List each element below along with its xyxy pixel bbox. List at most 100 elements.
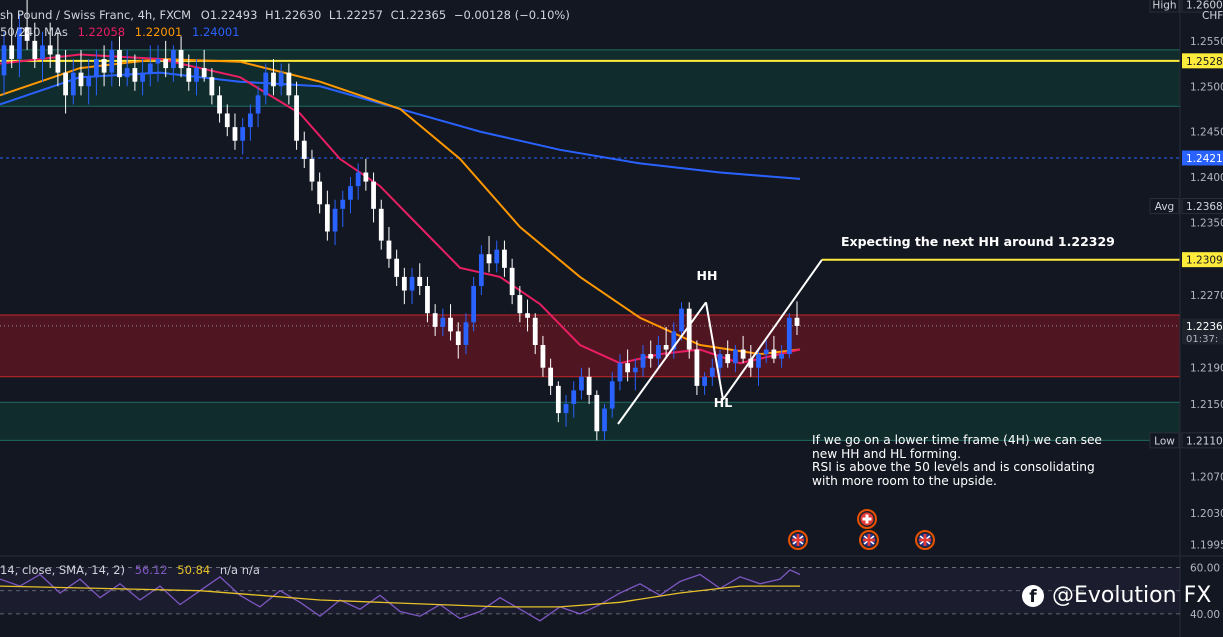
price-axis[interactable]: 1.2550 1.2500 1.2450 1.2400 1.2350 1.2270 1.21… xyxy=(1149,0,1223,637)
candle xyxy=(140,72,145,82)
candle xyxy=(63,72,68,96)
annotations-layer: HH HL Expecting the next HH around 1.22329 xyxy=(617,234,1180,425)
candle xyxy=(455,331,461,345)
candle xyxy=(47,45,53,55)
candle xyxy=(540,345,546,368)
candle xyxy=(1,45,7,76)
supply-zone xyxy=(0,315,1180,377)
candle xyxy=(178,49,184,69)
candle xyxy=(594,394,600,432)
candle xyxy=(386,240,392,259)
candle xyxy=(786,317,792,355)
candle xyxy=(324,204,330,232)
brand-watermark: f @Evolution FX xyxy=(1022,583,1211,608)
candle xyxy=(378,208,384,241)
candle xyxy=(9,45,15,60)
candle xyxy=(263,72,269,96)
candle xyxy=(725,354,731,364)
candle xyxy=(494,249,500,264)
candle xyxy=(332,208,338,232)
rsi-tick-label: 60.00 xyxy=(1190,563,1220,575)
candle xyxy=(247,113,253,128)
candle xyxy=(517,295,523,314)
price-tick-label: 1.2550 xyxy=(1190,36,1223,48)
note-line: If we go on a lower time frame (4H) we c… xyxy=(812,433,1102,447)
rsi-sma-line xyxy=(0,585,800,608)
candle xyxy=(409,276,415,291)
hh-rise-line xyxy=(617,301,707,425)
rsi-value: 56.12 xyxy=(134,563,168,577)
low-label: L xyxy=(328,8,336,22)
candle xyxy=(478,254,484,286)
candle xyxy=(286,72,292,96)
candle xyxy=(317,181,323,205)
candle xyxy=(86,77,92,87)
close-label: C xyxy=(390,8,399,22)
projected-rise-line xyxy=(722,259,823,401)
candle xyxy=(509,267,515,296)
candle xyxy=(232,127,238,141)
candle xyxy=(486,254,492,264)
target-label: Expecting the next HH around 1.22329 xyxy=(841,234,1115,249)
candle xyxy=(448,317,453,332)
candle xyxy=(586,376,592,395)
price-tag-label: 1.2110 xyxy=(1186,435,1223,447)
price-tick-label: 1.2030 xyxy=(1190,508,1223,520)
candle xyxy=(417,276,423,286)
price-tick-label: 1.2500 xyxy=(1190,81,1223,93)
price-tag xyxy=(1181,432,1223,449)
events-layer xyxy=(788,509,935,550)
side-tag-label: Avg xyxy=(1155,201,1174,213)
price-tick-label: 1.2450 xyxy=(1190,127,1223,139)
candle xyxy=(602,408,607,432)
candle xyxy=(163,59,169,69)
rsi-header: 14, close, SMA, 14, 2) 56.12 50.84 n/a n… xyxy=(0,563,260,577)
candle xyxy=(132,68,138,82)
symbol-header: sh Pound / Swiss Franc, 4h, FXCM O1.2249… xyxy=(0,8,570,22)
candle xyxy=(563,404,569,414)
price-tag xyxy=(1182,252,1223,268)
candle xyxy=(170,49,176,69)
rsi-sma-value: 50.84 xyxy=(177,563,211,577)
price-tag xyxy=(1181,0,1223,13)
price-tick-label: 1.2070 xyxy=(1190,472,1223,484)
candle xyxy=(271,72,276,87)
candle xyxy=(532,317,538,345)
side-tag xyxy=(1149,0,1180,13)
candle xyxy=(579,376,584,391)
side-tag xyxy=(1149,198,1180,215)
price-tag xyxy=(1181,198,1223,215)
price-tag-label: 1.2236 xyxy=(1186,321,1223,333)
candle xyxy=(463,322,469,345)
side-tag-label: High xyxy=(1152,0,1176,12)
candle xyxy=(255,95,261,114)
candle xyxy=(609,381,615,409)
uk-flag-icon xyxy=(788,530,808,550)
candle xyxy=(794,317,800,326)
note-line: new HH and HL forming. xyxy=(812,446,962,461)
open-label: O xyxy=(200,8,210,22)
candle xyxy=(94,59,99,78)
candle xyxy=(625,363,631,373)
candle xyxy=(348,186,353,200)
candle xyxy=(363,172,369,182)
candle xyxy=(240,127,246,141)
candle xyxy=(117,49,122,78)
currency-label: CHF xyxy=(1202,10,1223,22)
candle xyxy=(733,349,738,364)
candle xyxy=(571,390,577,405)
candle xyxy=(201,68,207,78)
rsi-line xyxy=(0,569,801,622)
candle xyxy=(401,276,407,291)
candle xyxy=(640,354,646,368)
candle xyxy=(70,72,76,96)
low-value: 1.22257 xyxy=(335,8,383,22)
hl-label: HL xyxy=(714,395,732,410)
candle xyxy=(55,54,61,73)
candle xyxy=(471,285,477,323)
candle xyxy=(709,367,715,377)
candle xyxy=(40,45,45,60)
ma-header: 50/240 MAs 1.22058 1.22001 1.24001 xyxy=(0,25,240,39)
